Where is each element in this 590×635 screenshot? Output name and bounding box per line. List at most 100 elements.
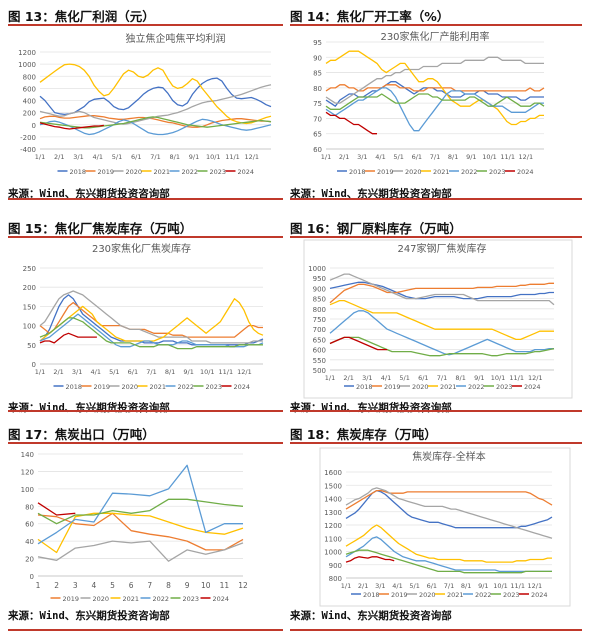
x-tick-label: 5 (110, 581, 115, 590)
y-tick-label: 1000 (18, 61, 36, 69)
chart-panel-13: 图 13：焦化厂利润（元） -400 -200 0 200 400 600 800 1000 1… (8, 4, 283, 200)
x-tick-label: 12 (238, 581, 248, 590)
x-tick-label: 1/1 (341, 582, 351, 590)
legend-label: 2018 (66, 383, 83, 391)
legend-label: 2024 (213, 595, 230, 603)
legend-label: 2023 (496, 383, 513, 391)
x-tick-label: 8/1 (448, 153, 458, 161)
x-tick-label: 8/1 (455, 374, 465, 382)
legend-label: 2022 (178, 383, 195, 391)
x-tick-label: 10/1 (482, 153, 497, 161)
legend-label: 2020 (412, 383, 429, 391)
source-label: 来源：Wind、东兴期货投资咨询部 (8, 610, 170, 622)
title-divider (290, 236, 582, 238)
source-label: 来源：Wind、东兴期货投资咨询部 (290, 188, 452, 200)
panel-divider (290, 629, 582, 631)
series-line-2020 (345, 487, 553, 539)
x-tick-label: 10/1 (206, 153, 221, 161)
y-tick-label: 1000 (324, 549, 342, 557)
x-tick-label: 10/1 (491, 374, 506, 382)
x-tick-label: 4/1 (93, 153, 103, 161)
x-tick-label: 1/1 (325, 374, 335, 382)
series-line-2024 (39, 332, 97, 344)
x-tick-label: 12/1 (528, 374, 543, 382)
line-chart-coke-inventory-full-sample: 800 900 1000 1100 1200 1300 1400 1500 1600 焦炭库存-全… (319, 447, 571, 607)
chart-title: 独立焦企吨焦平均利润 (126, 32, 226, 45)
series-line-2022 (345, 536, 552, 573)
series-line-2023 (345, 549, 552, 574)
legend-label: 2021 (150, 383, 167, 391)
legend-label: 2024 (524, 383, 541, 391)
legend-label: 2020 (122, 383, 139, 391)
series-line-2021 (39, 63, 272, 125)
series-line-2019 (325, 84, 545, 92)
x-tick-label: 8/1 (461, 582, 471, 590)
x-tick-label: 8/1 (165, 368, 175, 376)
x-tick-label: 9/1 (466, 153, 476, 161)
series-line-2020 (39, 290, 263, 344)
y-tick-label: 950 (313, 275, 326, 283)
panel-divider (8, 198, 283, 200)
series-line-2018 (329, 281, 554, 300)
y-tick-label: 900 (329, 562, 342, 570)
legend-label: 2020 (126, 168, 143, 176)
legend-label: 2022 (461, 168, 478, 176)
y-tick-label: 1500 (324, 482, 342, 490)
x-tick-label: 3/1 (375, 582, 385, 590)
x-tick-label: 9 (185, 581, 190, 590)
series-line-2019 (39, 115, 272, 128)
panel-divider (8, 629, 283, 631)
y-tick-label: 65 (313, 131, 322, 139)
title-divider (8, 236, 283, 238)
y-tick-label: 80 (313, 85, 322, 93)
y-tick-label: 1000 (308, 265, 326, 273)
series-line-2024 (329, 336, 388, 351)
x-tick-label: 3/1 (73, 153, 83, 161)
legend-label: 2020 (405, 168, 422, 176)
y-tick-label: 140 (21, 451, 34, 459)
x-tick-label: 7 (147, 581, 152, 590)
chart-frame (303, 239, 573, 399)
line-chart-coke-plant-profit: -400 -200 0 200 400 600 800 1000 1200 独立焦企吨焦平均利润 1… (18, 32, 272, 176)
x-tick-label: 11/1 (225, 153, 240, 161)
x-tick-label: 4 (92, 581, 97, 590)
line-chart-steel-mill-coke-inventory: 500 550 600 650 700 750 800 850 900 950 1000 247家钢厂… (303, 239, 573, 399)
legend-label: 2023 (206, 383, 223, 391)
legend-label: 2023 (503, 591, 520, 599)
series-line-2018 (345, 489, 553, 529)
chart-panel-16: 图 16：钢厂原料库存（万吨） 500 550 600 650 700 750 800 850… (290, 216, 582, 414)
y-tick-label: 900 (313, 285, 326, 293)
figure-title: 图 15：焦化厂焦炭库存（万吨） (8, 221, 193, 236)
title-divider (290, 442, 582, 444)
legend-label: 2023 (210, 168, 227, 176)
y-tick-label: 550 (313, 357, 326, 365)
x-tick-label: 7/1 (150, 153, 160, 161)
y-tick-label: -400 (20, 146, 36, 154)
series-line-2021 (325, 50, 544, 126)
x-tick-label: 11 (220, 581, 230, 590)
series-line-2021 (329, 299, 554, 341)
legend-label: 2019 (377, 168, 394, 176)
source-label: 来源：Wind、东兴期货投资咨询部 (290, 402, 452, 414)
y-tick-label: 650 (313, 336, 326, 344)
series-line-2024 (325, 111, 377, 135)
x-tick-label: 11/1 (509, 374, 524, 382)
y-tick-label: 1200 (18, 49, 36, 57)
x-tick-label: 4/1 (381, 374, 391, 382)
y-tick-label: 800 (23, 73, 36, 81)
y-tick-label: 1600 (324, 469, 342, 477)
x-tick-label: 8/1 (170, 153, 180, 161)
legend-label: 2021 (447, 591, 464, 599)
chart-frame (319, 447, 571, 607)
x-tick-label: 11/1 (510, 582, 525, 590)
x-tick-label: 11/1 (219, 368, 234, 376)
x-tick-label: 4/1 (375, 153, 385, 161)
legend-label: 2024 (234, 383, 251, 391)
y-tick-label: 800 (329, 575, 342, 583)
x-tick-label: 10 (201, 581, 211, 590)
legend-label: 2022 (468, 383, 485, 391)
x-tick-label: 5/1 (112, 153, 122, 161)
y-tick-label: 600 (313, 347, 326, 355)
x-tick-label: 9/1 (189, 153, 199, 161)
y-tick-label: 750 (313, 316, 326, 324)
